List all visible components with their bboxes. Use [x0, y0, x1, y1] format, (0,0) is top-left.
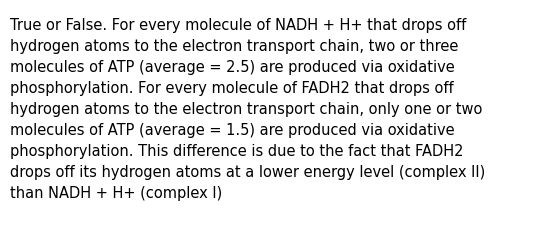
Text: molecules of ATP (average = 2.5) are produced via oxidative: molecules of ATP (average = 2.5) are pro… — [10, 60, 455, 75]
Text: hydrogen atoms to the electron transport chain, two or three: hydrogen atoms to the electron transport… — [10, 39, 458, 54]
Text: molecules of ATP (average = 1.5) are produced via oxidative: molecules of ATP (average = 1.5) are pro… — [10, 123, 455, 137]
Text: phosphorylation. This difference is due to the fact that FADH2: phosphorylation. This difference is due … — [10, 143, 464, 158]
Text: True or False. For every molecule of NADH + H+ that drops off: True or False. For every molecule of NAD… — [10, 18, 466, 33]
Text: phosphorylation. For every molecule of FADH2 that drops off: phosphorylation. For every molecule of F… — [10, 81, 454, 95]
Text: hydrogen atoms to the electron transport chain, only one or two: hydrogen atoms to the electron transport… — [10, 101, 482, 117]
Text: than NADH + H+ (complex I): than NADH + H+ (complex I) — [10, 185, 222, 200]
Text: drops off its hydrogen atoms at a lower energy level (complex II): drops off its hydrogen atoms at a lower … — [10, 164, 485, 179]
